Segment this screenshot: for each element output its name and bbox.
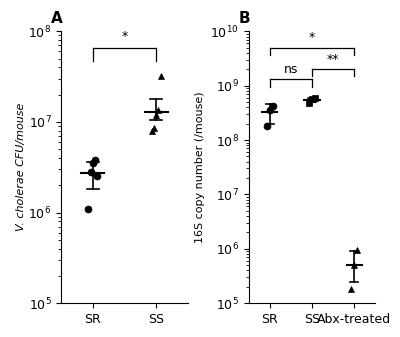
Text: ns: ns [284,63,298,76]
Text: V. cholerae CFU/mouse: V. cholerae CFU/mouse [16,103,26,232]
Text: A: A [51,11,63,26]
Y-axis label: 16S copy number (/mouse): 16S copy number (/mouse) [195,91,205,243]
Text: *: * [309,31,315,44]
Text: B: B [238,11,250,26]
Text: *: * [121,30,128,43]
Text: **: ** [327,53,339,66]
